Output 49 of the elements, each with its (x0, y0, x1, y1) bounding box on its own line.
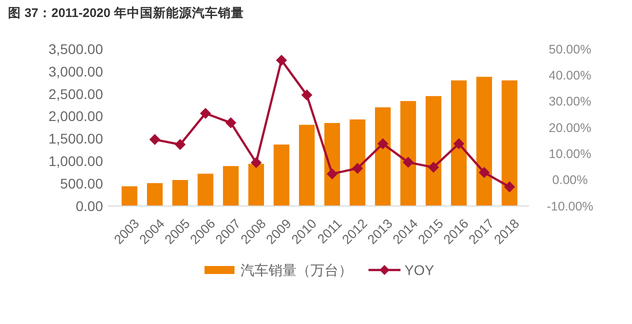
bar (172, 180, 188, 206)
y-tick-label: 1,500.00 (48, 130, 104, 147)
y-tick-label: 3,000.00 (48, 63, 104, 80)
bar (426, 96, 442, 206)
y-tick-label: 2,000.00 (48, 108, 104, 124)
point (478, 167, 490, 178)
bar (222, 166, 239, 206)
y2-tick-label: 10.00% (548, 147, 592, 162)
point (504, 181, 516, 192)
y-tick-label: 2,500.00 (48, 86, 104, 102)
point (250, 157, 262, 168)
y2-tick-label: 20.00% (548, 120, 592, 135)
bar (248, 164, 264, 206)
point (428, 162, 440, 173)
bar (374, 107, 391, 206)
y-tick-label: 500.00 (60, 175, 104, 192)
point (225, 117, 236, 128)
y2-tick-label: 40.00% (548, 68, 592, 83)
point (174, 139, 186, 150)
legend-label: 汽车销量（万台） (240, 262, 352, 278)
bar (198, 174, 214, 206)
point (402, 156, 414, 168)
bar (146, 183, 163, 206)
y-tick-label: 1,000.00 (48, 153, 104, 170)
bar (274, 144, 290, 206)
y-tick-label: 0.00 (76, 198, 104, 214)
point (352, 162, 364, 174)
point (276, 54, 287, 66)
y2-tick-label: -10.00% (546, 199, 594, 214)
bar (400, 101, 416, 206)
y2-tick-label: 50.00% (548, 42, 592, 56)
point (200, 108, 211, 119)
point (301, 90, 312, 101)
y2-tick-label: 30.00% (548, 94, 592, 109)
bar (324, 123, 340, 206)
bar (502, 80, 518, 206)
legend-label: YOY (404, 262, 435, 278)
point (377, 138, 388, 150)
bar (122, 186, 138, 206)
y2-tick-label: 0.00% (552, 173, 588, 188)
chart-title: 图 37：2011-2020 年中国新能源汽车销量 (8, 5, 244, 20)
bar (298, 124, 315, 206)
y-tick-label: 3,500.00 (48, 40, 104, 57)
bar (350, 119, 366, 206)
bar (450, 80, 467, 206)
point (326, 168, 338, 180)
bar (476, 76, 492, 206)
point (149, 134, 160, 146)
point (453, 138, 464, 150)
